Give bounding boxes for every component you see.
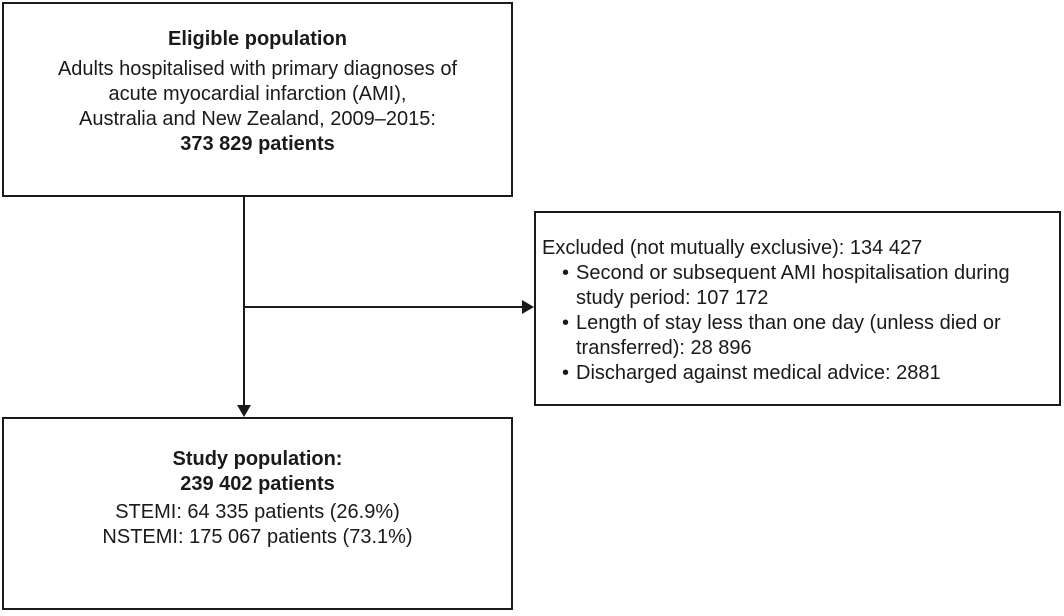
connector-horizontal-line (244, 306, 522, 308)
study-box-total: 239 402 patients (180, 473, 335, 495)
study-box-stemi: STEMI: 64 335 patients (26.9%) (115, 501, 400, 523)
arrowhead-down-icon (237, 405, 251, 417)
excluded-reason-1: Second or subsequent AMI hospitalisation… (576, 262, 1010, 309)
study-population-box: Study population: 239 402 patients STEMI… (2, 417, 513, 610)
excluded-reasons-list: • Second or subsequent AMI hospitalisati… (542, 261, 1051, 386)
eligible-box-line-3: Australia and New Zealand, 2009–2015: (79, 108, 436, 130)
excluded-box: Excluded (not mutually exclusive): 134 4… (534, 211, 1061, 406)
study-box-nstemi: NSTEMI: 175 067 patients (73.1%) (102, 526, 413, 548)
excluded-reason-2: Length of stay less than one day (unless… (576, 312, 1001, 359)
list-item: • Discharged against medical advice: 288… (542, 361, 1051, 386)
eligible-population-box: Eligible population Adults hospitalised … (2, 2, 513, 197)
bullet-icon: • (562, 362, 570, 384)
list-item: • Length of stay less than one day (unle… (542, 311, 1051, 361)
eligible-box-line-2: acute myocardial infarction (AMI), (108, 83, 407, 105)
bullet-icon: • (562, 262, 570, 284)
arrowhead-right-icon (522, 300, 534, 314)
study-box-title: Study population: (172, 448, 343, 470)
excluded-reason-3: Discharged against medical advice: 2881 (576, 362, 941, 384)
list-item: • Second or subsequent AMI hospitalisati… (542, 261, 1051, 311)
bullet-icon: • (562, 312, 570, 334)
connector-vertical-line (243, 197, 245, 406)
eligible-box-title: Eligible population (168, 28, 347, 50)
eligible-box-line-1: Adults hospitalised with primary diagnos… (57, 58, 458, 80)
eligible-box-total: 373 829 patients (180, 133, 335, 155)
excluded-box-header: Excluded (not mutually exclusive): 134 4… (542, 237, 923, 259)
